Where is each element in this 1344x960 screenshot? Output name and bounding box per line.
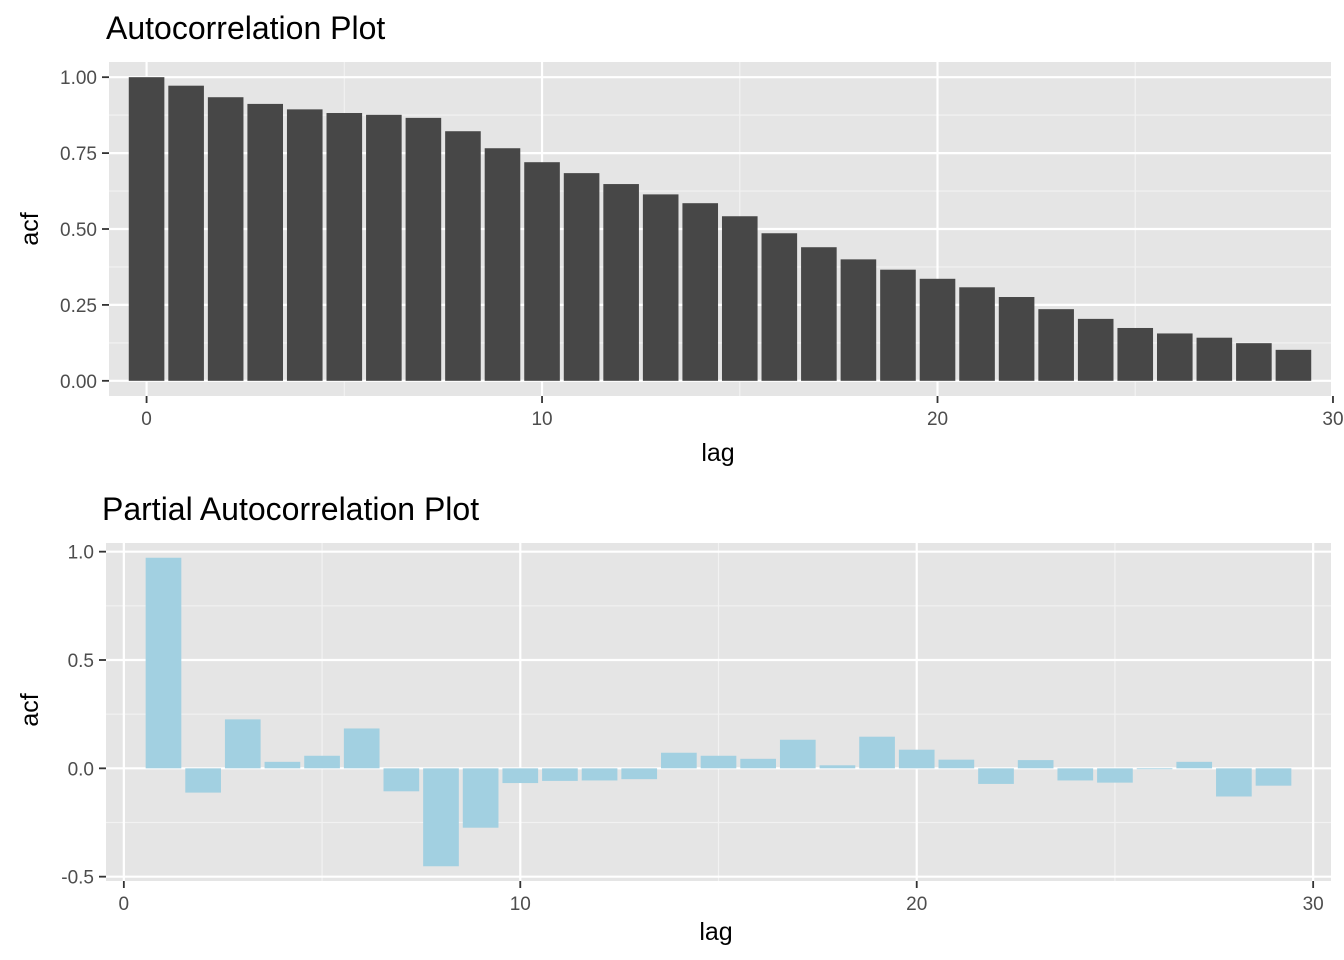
acf-bar — [1038, 309, 1074, 381]
pacf-bar — [423, 768, 459, 867]
pacf-bar — [898, 749, 935, 769]
pacf-bar — [1255, 768, 1292, 786]
pacf-bar — [1097, 768, 1133, 783]
acf-bar — [286, 109, 323, 381]
pacf-bar — [700, 755, 737, 769]
acf-x-axis-ticks: 0 10 20 30 — [141, 396, 1344, 430]
pacf-bar — [264, 761, 301, 769]
acf-bar — [998, 297, 1035, 381]
pacf-bar — [740, 758, 776, 769]
acf-bar — [168, 85, 204, 381]
acf-y-axis-label: acf — [16, 212, 44, 245]
x-tick-label: 20 — [927, 409, 948, 430]
x-tick-label: 10 — [510, 894, 531, 915]
acf-bar — [1077, 318, 1114, 381]
acf-bar — [682, 203, 719, 381]
pacf-y-axis-ticks: -0.5 0.0 0.5 1.0 — [61, 543, 106, 889]
acf-bar — [128, 77, 165, 381]
pacf-y-axis-label: acf — [16, 693, 44, 726]
acf-bar — [1117, 327, 1154, 381]
acf-bars — [128, 77, 1312, 381]
y-tick-label: 0.75 — [60, 144, 97, 165]
acf-bar — [445, 131, 481, 381]
acf-bar — [1236, 343, 1272, 381]
pacf-bar — [621, 768, 658, 780]
acf-bar — [880, 269, 916, 381]
pacf-bar — [462, 768, 499, 828]
x-tick-label: 10 — [531, 409, 552, 430]
pacf-bar — [1017, 760, 1054, 769]
acf-bar — [801, 247, 837, 381]
acf-bar — [563, 173, 600, 381]
acf-bar — [247, 103, 284, 381]
y-tick-label: 1.0 — [68, 543, 94, 564]
pacf-x-axis-label: lag — [699, 918, 732, 946]
y-tick-label: 0.00 — [60, 372, 97, 393]
pacf-bar — [978, 768, 1014, 784]
acf-bar — [207, 97, 244, 381]
pacf-gridlines — [106, 543, 1331, 881]
x-tick-label: 30 — [1322, 409, 1343, 430]
pacf-bars — [145, 557, 1292, 867]
pacf-chart-title: Partial Autocorrelation Plot — [102, 491, 479, 527]
acf-bar — [484, 148, 521, 381]
acf-bar — [761, 233, 798, 381]
pacf-bar — [1136, 768, 1173, 770]
pacf-bar — [343, 728, 380, 769]
y-tick-label: -0.5 — [61, 868, 94, 889]
y-tick-label: 0.5 — [68, 651, 94, 672]
y-tick-label: 0.25 — [60, 296, 97, 317]
pacf-bar — [938, 759, 975, 769]
y-tick-label: 1.00 — [60, 68, 97, 89]
acf-bar — [959, 287, 995, 381]
acf-chart: Autocorrelation Plot 0.00 0.25 0.50 0.75 1.0… — [16, 10, 1344, 467]
acf-bar — [1156, 333, 1193, 381]
acf-bar — [524, 162, 560, 381]
acf-x-axis-label: lag — [701, 439, 734, 467]
acf-y-axis-ticks: 0.00 0.25 0.50 0.75 1.00 — [60, 68, 109, 393]
y-tick-label: 0.50 — [60, 220, 97, 241]
acf-bar — [642, 194, 679, 381]
pacf-bar — [581, 768, 618, 781]
pacf-bar — [1216, 768, 1252, 797]
pacf-chart: Partial Autocorrelation Plot -0.5 0.0 0.5 1… — [16, 491, 1331, 946]
pacf-bar — [304, 755, 340, 769]
acf-bar — [1196, 337, 1233, 381]
acf-bar — [326, 113, 363, 381]
pacf-bar — [542, 768, 578, 781]
pacf-bar — [145, 557, 182, 769]
pacf-bar — [383, 768, 420, 792]
x-tick-label: 30 — [1303, 894, 1324, 915]
acf-bar — [919, 278, 956, 381]
pacf-bar — [1176, 761, 1213, 769]
pacf-bar — [1057, 768, 1094, 781]
acf-chart-title: Autocorrelation Plot — [106, 10, 385, 46]
x-tick-label: 0 — [141, 409, 152, 430]
acf-bar — [603, 184, 639, 381]
pacf-bar — [859, 736, 895, 769]
y-tick-label: 0.0 — [68, 759, 94, 780]
pacf-bar — [661, 752, 697, 769]
pacf-bar — [502, 768, 539, 784]
acf-bar — [405, 117, 442, 381]
acf-bar — [1275, 349, 1312, 381]
acf-bar — [840, 259, 877, 381]
pacf-x-axis-ticks: 0 10 20 30 — [119, 881, 1324, 915]
pacf-bar — [819, 765, 856, 769]
acf-bar — [721, 216, 758, 381]
pacf-bar — [185, 768, 221, 793]
x-tick-label: 20 — [906, 894, 927, 915]
pacf-bar — [224, 719, 261, 769]
acf-bar — [366, 114, 402, 381]
pacf-bar — [779, 739, 816, 769]
x-tick-label: 0 — [119, 894, 130, 915]
